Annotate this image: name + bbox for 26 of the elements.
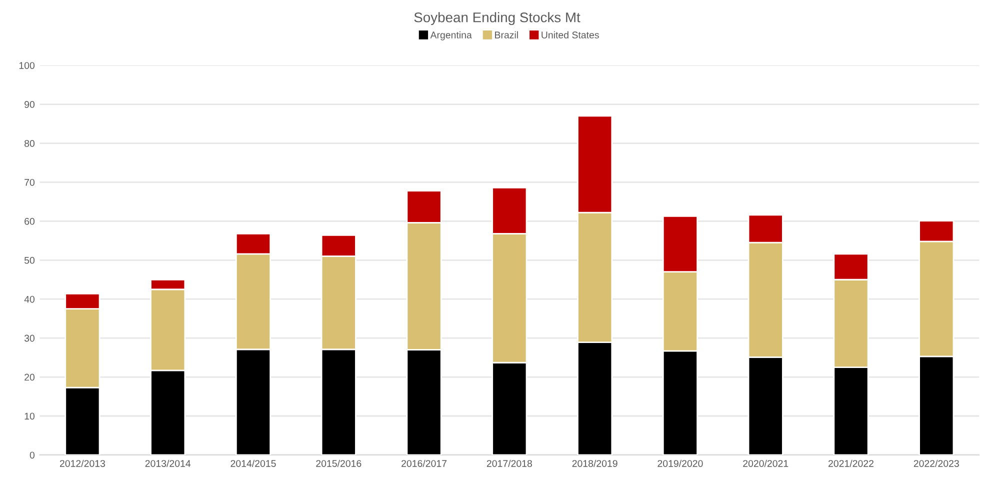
x-tick-label: 2019/2020 xyxy=(658,460,703,467)
legend-label: Argentina xyxy=(430,31,472,40)
x-tick-label: 2014/2015 xyxy=(230,460,276,467)
x-tick-label: 2016/2017 xyxy=(402,460,447,467)
y-tick-label: 100 xyxy=(19,62,35,69)
y-tick-label: 30 xyxy=(24,334,35,342)
x-tick-label: 2012/2013 xyxy=(60,460,106,467)
x-tick-label: 2018/2019 xyxy=(572,460,618,467)
y-tick-label: 10 xyxy=(24,412,35,420)
x-tick-label: 2022/2023 xyxy=(914,460,959,467)
y-tick-label: 80 xyxy=(24,140,35,147)
x-tick-label: 2013/2014 xyxy=(145,460,191,467)
x-tick-label: 2015/2016 xyxy=(316,460,362,467)
y-tick-label: 40 xyxy=(24,296,35,303)
y-tick-label: 60 xyxy=(24,218,35,225)
y-tick-label: 0 xyxy=(30,452,35,459)
x-tick-label: 2017/2018 xyxy=(486,460,532,467)
legend-label: United States xyxy=(542,31,599,38)
chart-title: Soybean Ending Stocks Mt xyxy=(414,12,580,26)
y-tick-label: 70 xyxy=(24,178,35,186)
legend-label: Brazil xyxy=(495,31,518,38)
y-tick-label: 50 xyxy=(24,256,35,264)
y-tick-label: 90 xyxy=(24,101,35,108)
x-tick-label: 2021/2022 xyxy=(828,460,874,467)
y-tick-label: 20 xyxy=(24,374,35,381)
x-tick-label: 2020/2021 xyxy=(743,460,788,467)
